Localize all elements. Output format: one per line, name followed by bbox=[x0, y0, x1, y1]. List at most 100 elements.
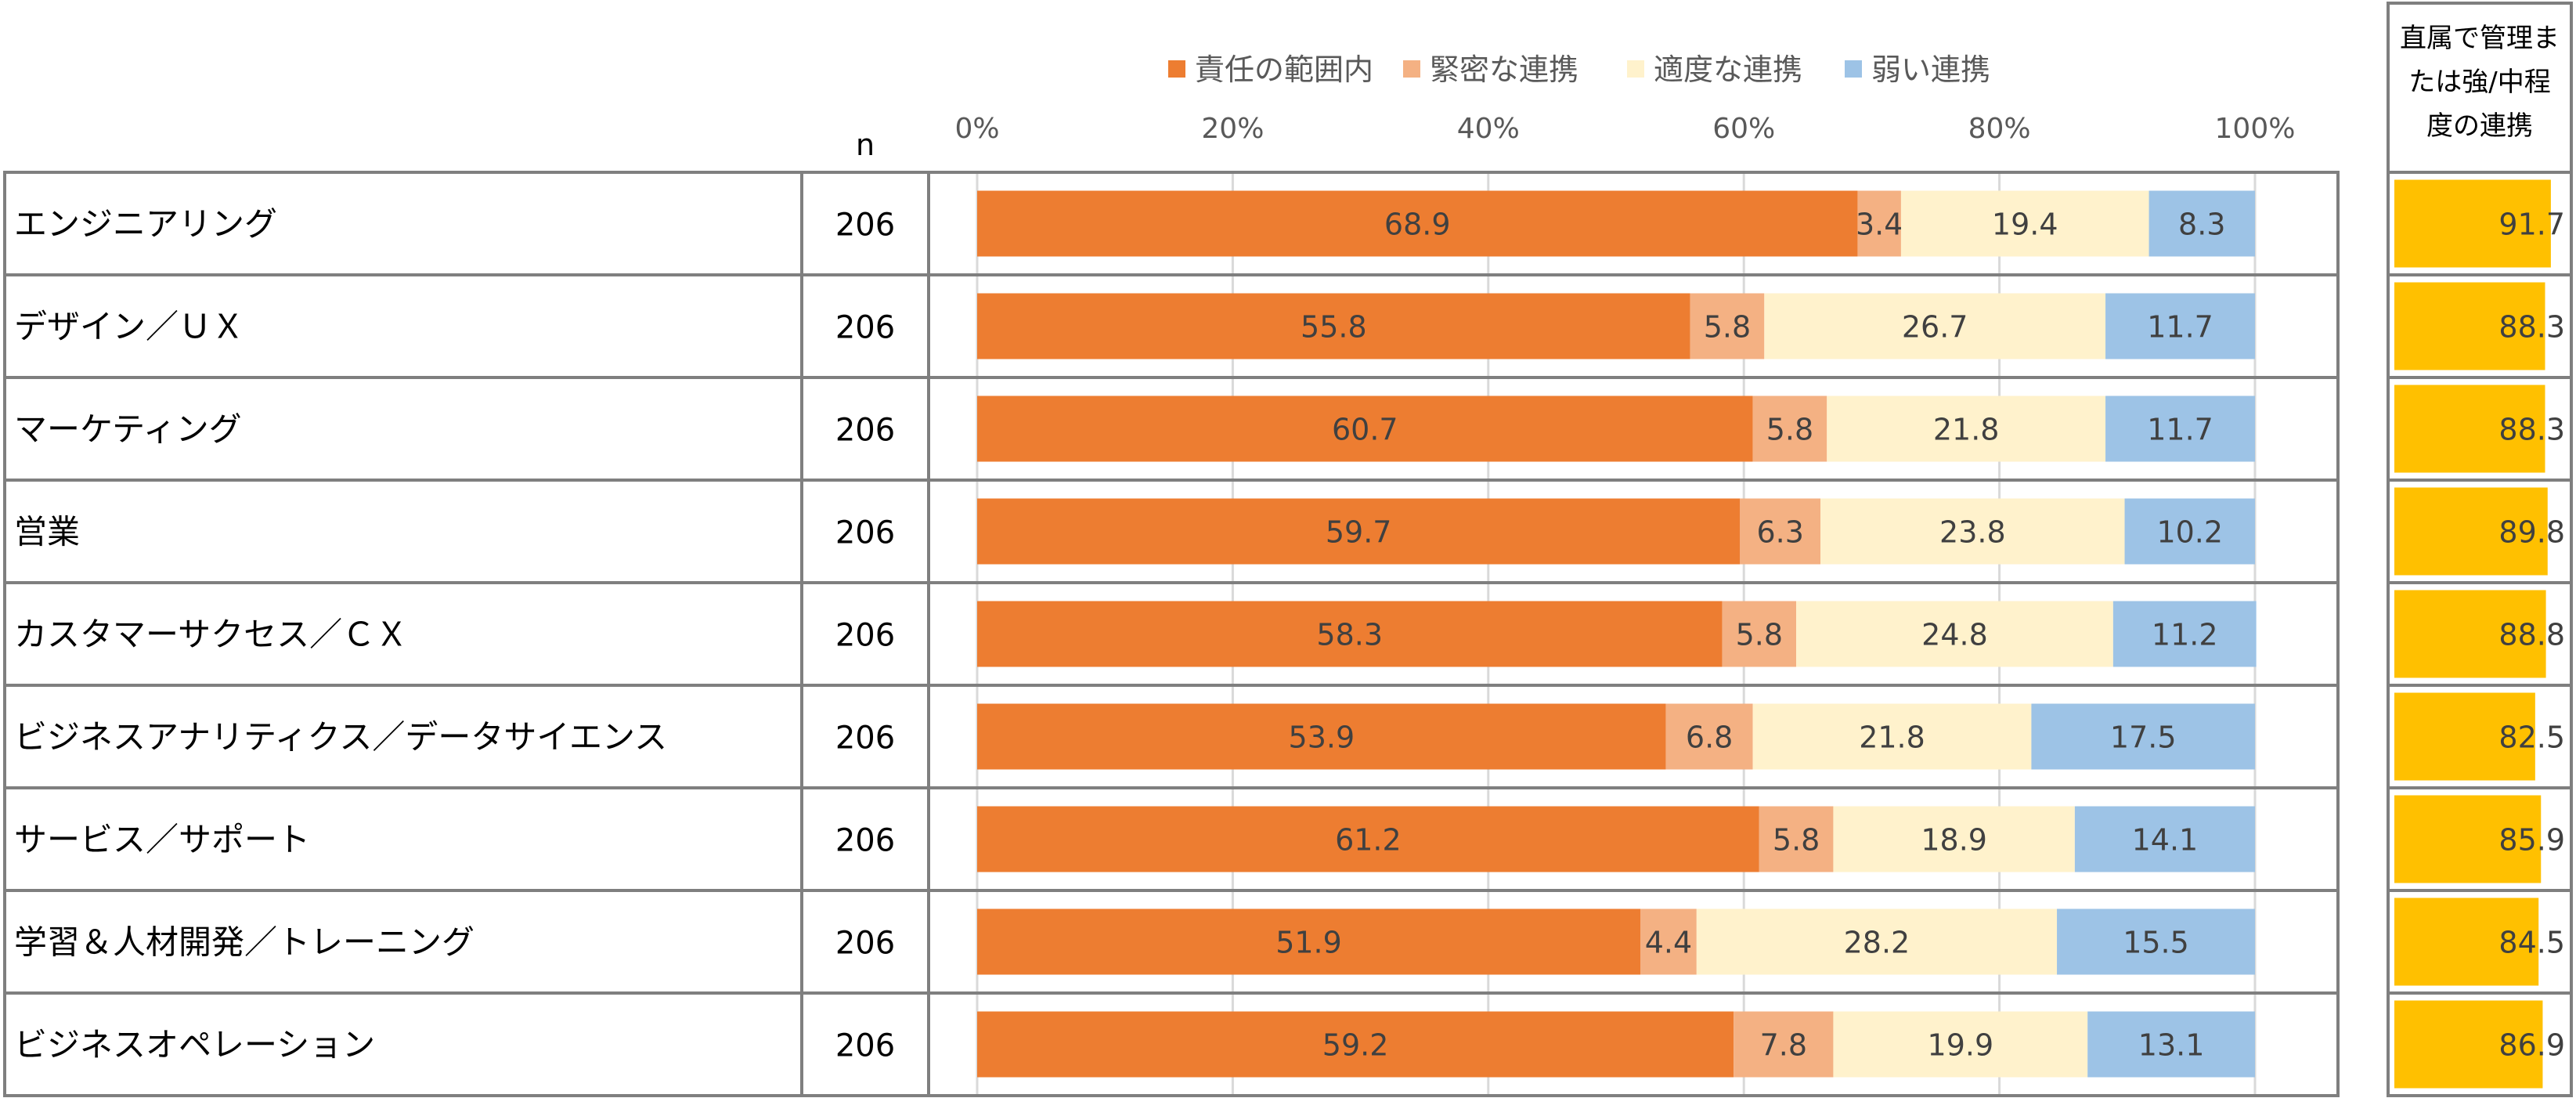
x-tick-label: 100% bbox=[2215, 113, 2296, 145]
x-tick-label: 20% bbox=[1201, 113, 1264, 145]
legend-swatch bbox=[1168, 60, 1185, 78]
category-label: 営業 bbox=[14, 513, 80, 551]
data-label: 10.2 bbox=[2156, 515, 2223, 550]
bar-segment bbox=[2057, 908, 2255, 975]
data-label: 60.7 bbox=[1332, 413, 1398, 447]
side-value: 86.9 bbox=[2498, 1028, 2565, 1063]
data-label: 53.9 bbox=[1289, 721, 1355, 755]
legend-label: 適度な連携 bbox=[1654, 52, 1802, 87]
bar-segment bbox=[977, 703, 1666, 770]
data-label: 26.7 bbox=[1902, 310, 1968, 345]
legend-swatch bbox=[1627, 60, 1644, 78]
category-label: デザイン／ＵＸ bbox=[14, 308, 244, 346]
bar-segment bbox=[2074, 806, 2255, 872]
side-bar bbox=[2394, 179, 2551, 268]
bar-segment bbox=[977, 908, 1641, 975]
bar-segment bbox=[1857, 190, 1901, 257]
data-label: 19.4 bbox=[1992, 208, 2058, 242]
bar-segment bbox=[977, 601, 1723, 667]
data-label: 3.4 bbox=[1856, 208, 1903, 242]
data-label: 8.3 bbox=[2178, 208, 2225, 242]
bar-segment bbox=[1827, 395, 2106, 462]
category-label: ビジネスアナリティクス／データサイエンス bbox=[14, 718, 667, 757]
category-label: エンジニアリング bbox=[14, 205, 277, 244]
side-column-title: 直属で管理ま bbox=[2400, 23, 2560, 54]
data-label: 11.2 bbox=[2152, 618, 2218, 652]
legend-swatch bbox=[1403, 60, 1420, 78]
side-bar bbox=[2394, 385, 2545, 473]
data-label: 19.9 bbox=[1928, 1028, 1994, 1063]
data-label: 4.4 bbox=[1645, 926, 1692, 960]
n-value: 206 bbox=[835, 208, 895, 244]
bar-segment bbox=[1752, 395, 1827, 462]
bar-segment bbox=[977, 1011, 1734, 1078]
bar-segment bbox=[1796, 601, 2113, 667]
bar-segment bbox=[977, 190, 1858, 257]
side-value: 88.3 bbox=[2498, 310, 2565, 345]
bar-segment bbox=[1734, 1011, 1834, 1078]
table-border bbox=[3, 171, 2340, 1097]
legend-label: 責任の範囲内 bbox=[1195, 52, 1373, 87]
side-bar bbox=[2394, 1000, 2543, 1089]
category-label: カスタマーサクセス／ＣＸ bbox=[14, 616, 408, 654]
data-label: 14.1 bbox=[2132, 823, 2199, 858]
bar-segment bbox=[1640, 908, 1697, 975]
data-label: 11.7 bbox=[2147, 310, 2213, 345]
side-value: 85.9 bbox=[2498, 823, 2565, 858]
data-label: 51.9 bbox=[1275, 926, 1342, 960]
data-label: 5.8 bbox=[1736, 618, 1783, 652]
bar-segment bbox=[1696, 908, 2058, 975]
n-value: 206 bbox=[835, 823, 895, 859]
n-value: 206 bbox=[835, 515, 895, 551]
data-label: 28.2 bbox=[1844, 926, 1910, 960]
bar-segment bbox=[1722, 601, 1797, 667]
side-value: 91.7 bbox=[2498, 208, 2565, 242]
data-label: 13.1 bbox=[2138, 1028, 2205, 1063]
bar-segment bbox=[1665, 703, 1753, 770]
bar-segment bbox=[977, 498, 1741, 565]
bar-segment bbox=[2112, 601, 2257, 667]
data-label: 58.3 bbox=[1316, 618, 1383, 652]
side-value: 82.5 bbox=[2498, 721, 2565, 755]
bar-segment bbox=[1833, 806, 2075, 872]
data-label: 7.8 bbox=[1760, 1028, 1807, 1063]
side-value: 88.3 bbox=[2498, 413, 2565, 447]
side-bar bbox=[2394, 282, 2545, 370]
n-value: 206 bbox=[835, 721, 895, 757]
bar-segment bbox=[2031, 703, 2255, 770]
bar-segment bbox=[1752, 703, 2032, 770]
bar-segment bbox=[2105, 395, 2255, 462]
n-value: 206 bbox=[835, 413, 895, 449]
data-label: 5.8 bbox=[1704, 310, 1751, 345]
data-label: 5.8 bbox=[1766, 413, 1813, 447]
category-label: ビジネスオペレーション bbox=[14, 1026, 375, 1064]
bar-segment bbox=[2087, 1011, 2255, 1078]
bar-segment bbox=[1764, 293, 2106, 359]
category-label: 学習＆人材開発／トレーニング bbox=[14, 923, 474, 962]
side-column-border bbox=[2387, 2, 2573, 1097]
x-tick-label: 0% bbox=[954, 113, 999, 145]
side-value: 84.5 bbox=[2498, 926, 2565, 960]
data-label: 59.2 bbox=[1322, 1028, 1389, 1063]
n-value: 206 bbox=[835, 310, 895, 346]
bar-segment bbox=[1900, 190, 2149, 257]
bar-segment bbox=[1820, 498, 2125, 565]
bar-segment bbox=[1690, 293, 1765, 359]
bar-segment bbox=[977, 806, 1759, 872]
n-column-header: n bbox=[856, 128, 875, 162]
data-label: 6.3 bbox=[1756, 515, 1803, 550]
data-label: 24.8 bbox=[1921, 618, 1988, 652]
side-column-title: たは強/中程 bbox=[2408, 67, 2550, 98]
x-tick-label: 40% bbox=[1457, 113, 1520, 145]
legend-label: 弱い連携 bbox=[1871, 52, 1990, 87]
data-label: 11.7 bbox=[2147, 413, 2213, 447]
data-label: 21.8 bbox=[1933, 413, 2000, 447]
bar-segment bbox=[977, 395, 1753, 462]
data-label: 61.2 bbox=[1335, 823, 1402, 858]
data-label: 68.9 bbox=[1384, 208, 1451, 242]
bar-segment bbox=[1833, 1011, 2088, 1078]
data-label: 5.8 bbox=[1773, 823, 1820, 858]
bar-segment bbox=[2124, 498, 2255, 565]
n-value: 206 bbox=[835, 1028, 895, 1064]
